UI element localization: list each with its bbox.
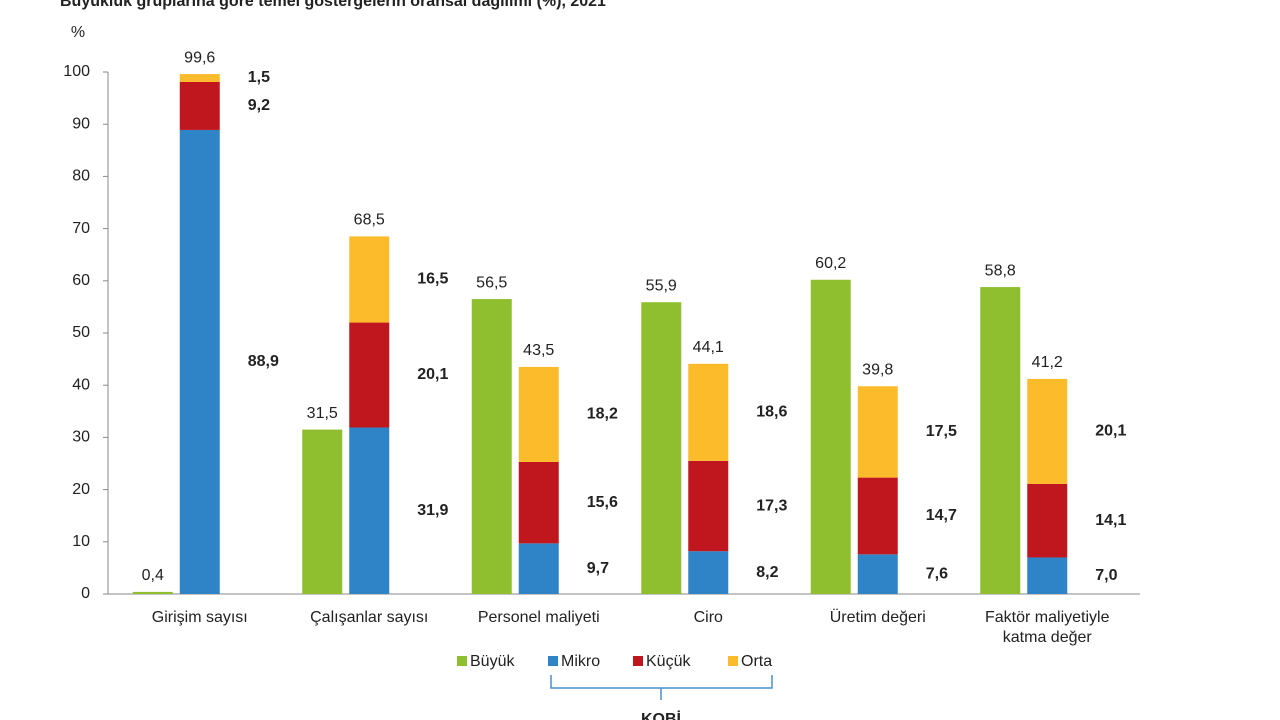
bar-segment [857, 386, 898, 478]
value-label: 1,5 [248, 69, 270, 86]
legend-group-label: KOBİ [641, 710, 681, 720]
total-label: 43,5 [523, 342, 554, 359]
value-label: 60,2 [815, 255, 846, 272]
y-tick-label: 90 [72, 115, 90, 132]
bar [302, 429, 343, 594]
bar-segment [179, 129, 220, 594]
bar-segment [179, 74, 220, 82]
bar-segment [688, 460, 729, 552]
bar [471, 299, 512, 594]
bar [980, 287, 1021, 594]
bar-segment [1027, 483, 1068, 558]
bar [810, 279, 851, 594]
y-tick-label: 40 [72, 376, 90, 393]
bar-segment [518, 543, 559, 594]
x-tick-label: Faktör maliyetiyle katma değer [985, 609, 1110, 646]
value-label: 20,1 [1095, 423, 1126, 440]
y-tick-label: 80 [72, 168, 90, 185]
y-tick-label: 50 [72, 324, 90, 341]
value-label: 88,9 [248, 353, 279, 370]
value-label: 58,8 [985, 262, 1016, 279]
value-label: 55,9 [646, 277, 677, 294]
value-label: 17,5 [926, 423, 957, 440]
y-tick-label: 30 [72, 429, 90, 446]
value-label: 15,6 [587, 494, 618, 511]
bar [641, 302, 682, 594]
bar-segment [688, 363, 729, 461]
value-label: 7,6 [926, 565, 948, 582]
y-tick-label: 70 [72, 220, 90, 237]
bar-segment [857, 554, 898, 594]
value-label: 56,5 [476, 274, 507, 291]
y-tick-label: 0 [81, 585, 90, 602]
y-tick-label: 60 [72, 272, 90, 289]
total-label: 39,8 [862, 361, 893, 378]
total-label: 99,6 [184, 49, 215, 66]
bar-segment [179, 81, 220, 130]
value-label: 9,7 [587, 560, 609, 577]
total-label: 41,2 [1032, 354, 1063, 371]
legend-swatch [457, 656, 467, 666]
total-label: 44,1 [693, 339, 724, 356]
x-tick-label: Üretim değeri [829, 609, 926, 626]
bar-segment [349, 427, 390, 594]
value-label: 31,5 [307, 405, 338, 422]
value-label: 18,2 [587, 406, 618, 423]
value-label: 7,0 [1095, 567, 1117, 584]
bar-segment [1027, 557, 1068, 594]
y-axis-label: % [71, 24, 85, 41]
y-tick-label: 100 [63, 63, 90, 80]
chart-title: Büyüklük gruplarına göre temel göstergel… [60, 0, 606, 10]
legend-swatch [633, 656, 643, 666]
x-tick-label: Personel maliyeti [477, 609, 600, 626]
legend-label: Büyük [470, 653, 515, 670]
total-label: 68,5 [354, 212, 385, 229]
legend-swatch [548, 656, 558, 666]
bar-segment [518, 461, 559, 544]
value-label: 9,2 [248, 97, 270, 114]
y-tick-label: 20 [72, 481, 90, 498]
bar-segment [349, 322, 390, 428]
value-label: 16,5 [417, 271, 448, 288]
value-label: 20,1 [417, 366, 448, 383]
bar [132, 591, 173, 594]
bar-segment [1027, 378, 1068, 484]
value-label: 0,4 [142, 567, 164, 584]
legend-label: Küçük [646, 653, 691, 670]
value-label: 17,3 [756, 497, 787, 514]
legend-swatch [728, 656, 738, 666]
x-tick-label: Ciro [693, 609, 723, 626]
bar-segment [857, 477, 898, 555]
legend-bracket [550, 675, 773, 689]
value-label: 14,7 [926, 507, 957, 524]
value-label: 31,9 [417, 502, 448, 519]
y-tick-label: 10 [72, 533, 90, 550]
x-tick-label: Çalışanlar sayısı [310, 609, 429, 626]
bar-segment [349, 236, 390, 323]
legend-label: Orta [741, 653, 772, 670]
x-tick-label: Girişim sayısı [151, 609, 248, 626]
bar-segment [688, 551, 729, 594]
value-label: 18,6 [756, 404, 787, 421]
value-label: 8,2 [756, 564, 778, 581]
legend-label: Mikro [561, 653, 600, 670]
value-label: 14,1 [1095, 512, 1126, 529]
bar-segment [518, 366, 559, 462]
